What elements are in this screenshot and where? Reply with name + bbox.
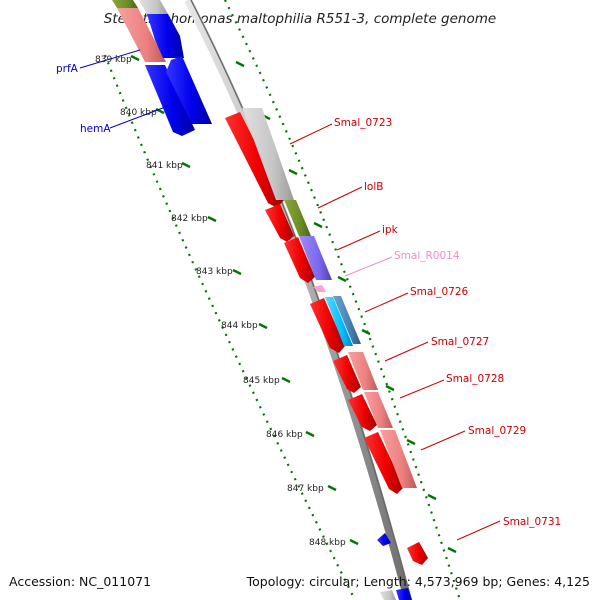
leader-line-smal-0729 [420, 430, 466, 451]
lolB-cog[interactable] [284, 200, 311, 236]
smal-0729-cds[interactable] [364, 432, 404, 494]
gene-label-smal-0726[interactable]: Smal_0726 [410, 286, 469, 298]
smal-0729-cog[interactable] [380, 430, 417, 488]
gray-feature-top[interactable] [139, 0, 168, 14]
tick-label: 839 kbp [95, 55, 132, 65]
leader-line-ipk [336, 230, 381, 251]
leader-line-hemA [109, 105, 169, 129]
tick-label: 843 kbp [196, 267, 233, 277]
gene-label-smal-0729[interactable]: Smal_0729 [468, 425, 526, 437]
reverse-features [112, 0, 212, 136]
outer-tick-marks [235, 60, 457, 554]
blue-bottom-feature[interactable] [396, 588, 412, 600]
gene-label-prfA[interactable]: prfA [56, 63, 79, 75]
genome-backbone-edge [190, 0, 412, 600]
smal-0727-cds[interactable] [333, 355, 361, 393]
leader-line-smal-r0014 [344, 256, 393, 277]
smal-0731-cds[interactable] [407, 542, 428, 565]
tick-label: 840 kbp [120, 108, 157, 118]
gene-labels: prfA hemA Smal_0723 lolB ipk Smal_R0014 … [56, 49, 561, 541]
leader-line-smal-0723 [289, 123, 333, 145]
leader-line-prfA [79, 49, 141, 69]
ipk-cog[interactable] [299, 236, 332, 280]
tick-labels: 839 kbp 840 kbp 841 kbp 842 kbp 843 kbp … [95, 55, 346, 548]
leader-line-smal-0726 [364, 292, 409, 313]
genome-backbone [184, 0, 412, 600]
smal-r0014-rna[interactable] [313, 285, 326, 292]
smal-0723-cog[interactable] [242, 108, 294, 200]
smal-0723-cds[interactable] [225, 112, 284, 208]
gene-label-hemA[interactable]: hemA [80, 123, 111, 135]
genome-summary-text: Topology: circular; Length: 4,573,969 bp… [246, 574, 590, 589]
accession-text: Accession: NC_011071 [9, 574, 151, 589]
hemA-cds-feature[interactable] [166, 56, 212, 124]
tick-label: 845 kbp [243, 376, 280, 386]
lolB-cds[interactable] [265, 204, 294, 242]
gene-label-smal-0723[interactable]: Smal_0723 [334, 117, 392, 129]
tick-label: 847 kbp [287, 484, 324, 494]
smal-0727-cog[interactable] [348, 352, 378, 390]
gray-bottom-feature[interactable] [380, 590, 396, 600]
smal-0728-cds[interactable] [348, 394, 377, 431]
gene-label-smal-r0014[interactable]: Smal_R0014 [394, 250, 460, 262]
gene-label-smal-0727[interactable]: Smal_0727 [431, 336, 489, 348]
gene-label-smal-0731[interactable]: Smal_0731 [503, 516, 561, 528]
ipk-cds[interactable] [284, 237, 315, 283]
tick-label: 844 kbp [221, 321, 258, 331]
leader-line-smal-0727 [384, 341, 429, 362]
gene-label-smal-0728[interactable]: Smal_0728 [446, 373, 504, 385]
smal-0728-cog[interactable] [364, 392, 393, 428]
leader-line-smal-0731 [456, 520, 501, 541]
smal-0726-cog-cyan[interactable] [325, 297, 353, 346]
tick-label: 842 kbp [171, 214, 208, 224]
leader-line-lolB [317, 186, 363, 209]
blue-small-feature[interactable] [377, 533, 391, 546]
prfA-cds-feature[interactable] [147, 14, 184, 58]
tick-label: 846 kbp [266, 430, 303, 440]
smal-0726-cog-steel[interactable] [333, 296, 361, 344]
hemA-cog-feature[interactable] [145, 65, 195, 136]
gene-label-lolB[interactable]: lolB [364, 181, 383, 193]
olive-feature-top[interactable] [112, 0, 138, 8]
forward-features [225, 108, 428, 600]
prfA-cog-feature[interactable] [117, 8, 166, 62]
tick-label: 848 kbp [309, 538, 346, 548]
smal-0726-cds[interactable] [310, 298, 345, 353]
leader-line-smal-0728 [399, 379, 445, 399]
tick-label: 841 kbp [146, 161, 183, 171]
gene-label-ipk[interactable]: ipk [382, 224, 399, 236]
